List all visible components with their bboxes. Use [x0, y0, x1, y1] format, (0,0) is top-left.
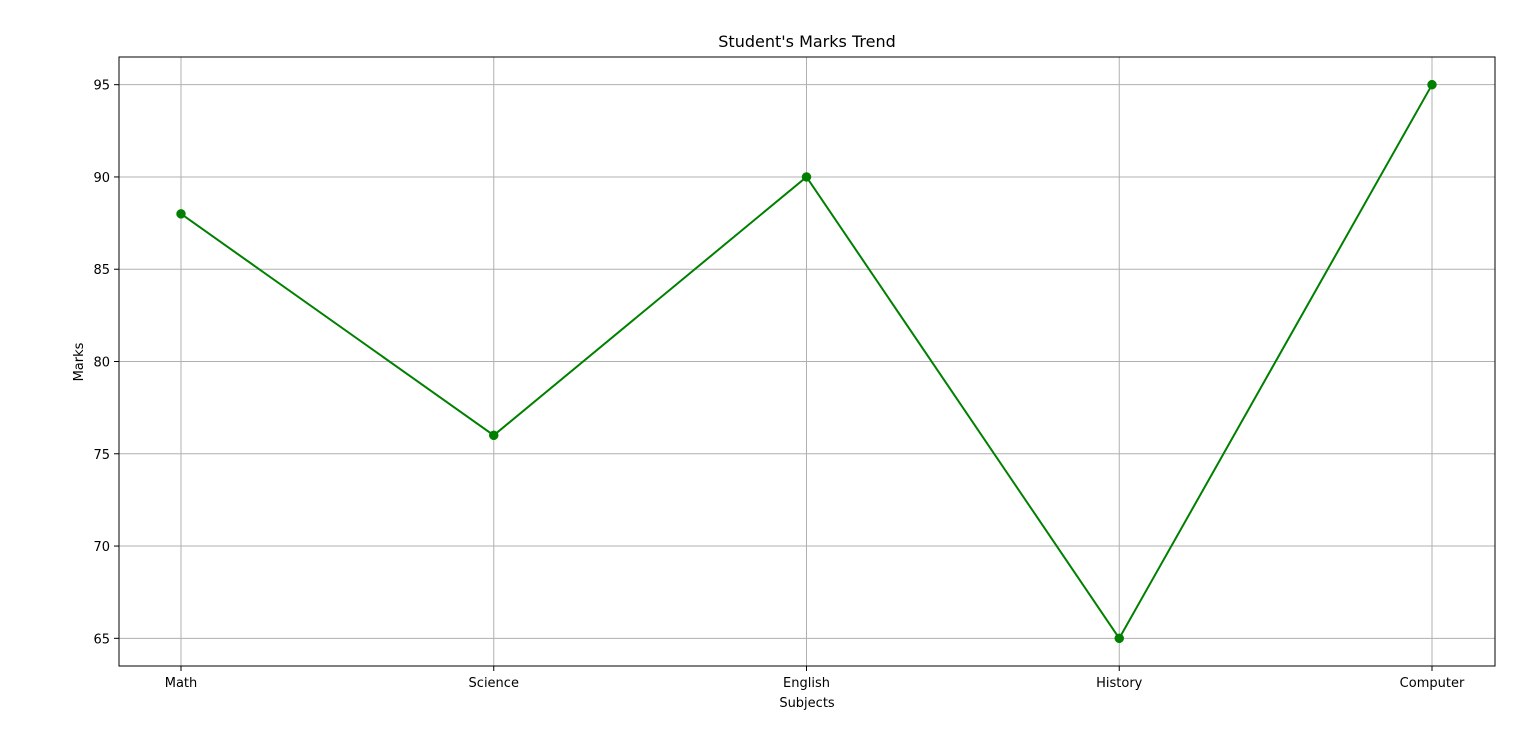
x-tick-label: Computer [1400, 676, 1465, 691]
x-tick-label: English [783, 676, 830, 691]
x-axis-label: Subjects [779, 696, 835, 711]
data-point [1114, 633, 1124, 644]
y-tick-label: 80 [93, 356, 110, 371]
data-point [1427, 79, 1437, 90]
data-point [801, 172, 812, 182]
y-axis-ticks: 65 70 75 80 85 90 95 [93, 79, 119, 647]
data-point [489, 430, 499, 441]
y-tick-label: 70 [93, 540, 110, 555]
y-tick-label: 65 [93, 632, 110, 647]
y-tick-label: 90 [93, 171, 110, 186]
chart-title: Student's Marks Trend [718, 32, 895, 51]
y-tick-label: 75 [93, 448, 110, 463]
x-tick-label: History [1096, 676, 1143, 691]
series-layer [176, 79, 1437, 644]
y-axis-label: Marks [72, 342, 87, 381]
x-axis-ticks: Math Science English History Computer [165, 666, 1465, 691]
x-tick-label: Math [165, 676, 198, 691]
data-point [176, 209, 186, 219]
y-tick-label: 95 [93, 79, 110, 94]
y-tick-label: 85 [93, 263, 110, 278]
x-tick-label: Science [469, 676, 519, 691]
